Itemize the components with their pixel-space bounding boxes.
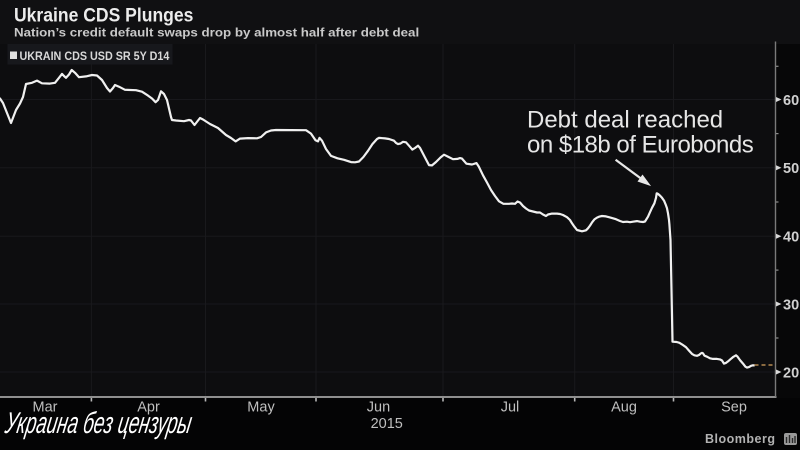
svg-text:40: 40	[783, 230, 799, 246]
svg-text:50: 50	[783, 161, 799, 177]
svg-text:Nation’s credit default swaps: Nation’s credit default swaps drop by al…	[14, 26, 419, 39]
svg-text:20: 20	[783, 365, 799, 381]
svg-text:Jul: Jul	[501, 400, 520, 416]
svg-text:Украина без цензуры: Украина без цензуры	[2, 407, 194, 440]
svg-text:Aug: Aug	[611, 400, 637, 416]
svg-text:on $18b of Eurobonds: on $18b of Eurobonds	[527, 132, 754, 159]
svg-text:Mar: Mar	[33, 400, 58, 416]
svg-text:Jun: Jun	[367, 400, 390, 416]
svg-text:UKRAIN CDS USD SR 5Y D14: UKRAIN CDS USD SR 5Y D14	[20, 51, 171, 63]
svg-text:Apr: Apr	[137, 400, 160, 416]
svg-text:Sep: Sep	[721, 400, 747, 416]
svg-text:Debt deal reached: Debt deal reached	[527, 107, 723, 134]
svg-text:May: May	[247, 400, 275, 416]
svg-text:Ukraine CDS Plunges: Ukraine CDS Plunges	[14, 4, 193, 26]
svg-text:30: 30	[783, 297, 799, 313]
svg-text:Bloomberg: Bloomberg	[705, 432, 775, 446]
svg-text:60: 60	[783, 93, 799, 109]
svg-text:2015: 2015	[371, 416, 403, 432]
